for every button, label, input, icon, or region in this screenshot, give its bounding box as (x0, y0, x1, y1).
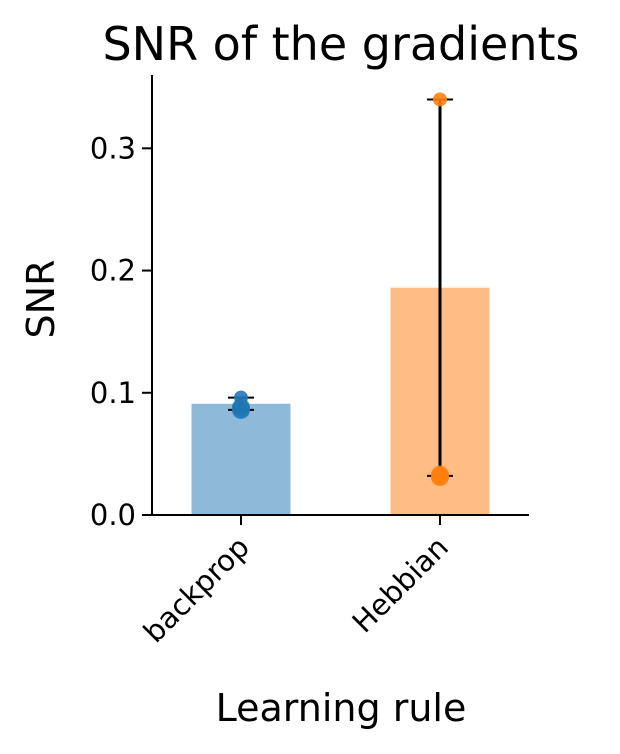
y-tick-label: 0.0 (90, 498, 136, 532)
x-axis-label: Learning rule (216, 686, 467, 730)
chart-title: SNR of the gradients (102, 17, 579, 71)
data-point-hebbian-3 (433, 92, 447, 107)
y-tick-label: 0.3 (90, 131, 136, 165)
y-axis-label: SNR (19, 260, 63, 339)
data-point-backprop-3 (234, 390, 248, 405)
x-tick-label-backprop: backprop (137, 530, 256, 649)
bar-backprop (191, 403, 291, 515)
y-tick-label: 0.1 (90, 376, 136, 410)
data-point-hebbian-2 (431, 465, 449, 484)
x-tick-label-hebbian: Hebbian (346, 530, 455, 639)
y-tick-label: 0.2 (90, 254, 136, 288)
